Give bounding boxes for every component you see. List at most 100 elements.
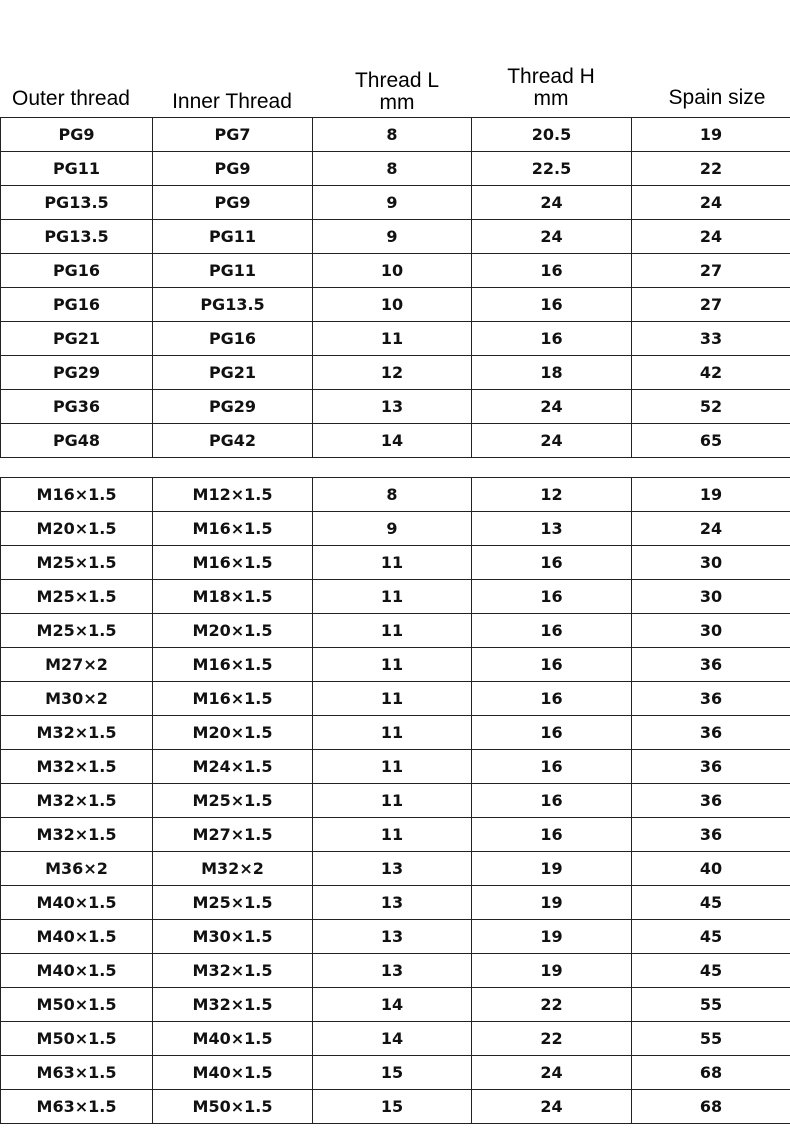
inner-thread-cell: PG11: [152, 253, 313, 288]
thread-l-cell: 8: [312, 477, 472, 512]
table-row: PG11 PG9 8 22.5 22: [0, 151, 790, 186]
thread-l-cell: 13: [312, 885, 472, 920]
thread-l-cell: 13: [312, 389, 472, 424]
thread-h-cell: 16: [471, 681, 632, 716]
thread-h-cell: 24: [471, 1055, 632, 1090]
header-thread-l-line2: mm: [379, 91, 415, 114]
spain-size-cell: 30: [631, 545, 790, 580]
table-row: M40×1.5 M25×1.5 13 19 45: [0, 885, 790, 920]
table-row: PG36 PG29 13 24 52: [0, 389, 790, 424]
outer-thread-cell: PG9: [0, 117, 153, 152]
thread-h-cell: 22: [471, 1021, 632, 1056]
inner-thread-cell: M16×1.5: [152, 511, 313, 546]
thread-l-cell: 15: [312, 1055, 472, 1090]
header-inner-thread: Inner Thread: [172, 90, 292, 113]
outer-thread-cell: PG13.5: [0, 219, 153, 254]
inner-thread-cell: M27×1.5: [152, 817, 313, 852]
thread-l-cell: 11: [312, 545, 472, 580]
table-row: PG16 PG13.5 10 16 27: [0, 287, 790, 322]
table-row: M20×1.5 M16×1.5 9 13 24: [0, 511, 790, 546]
thread-h-cell: 19: [471, 851, 632, 886]
table-row: M32×1.5 M24×1.5 11 16 36: [0, 749, 790, 784]
spain-size-cell: 24: [631, 185, 790, 220]
thread-l-cell: 15: [312, 1089, 472, 1124]
inner-thread-cell: PG21: [152, 355, 313, 390]
thread-h-cell: 19: [471, 919, 632, 954]
table-row: M63×1.5 M50×1.5 15 24 68: [0, 1089, 790, 1124]
inner-thread-cell: M25×1.5: [152, 783, 313, 818]
spain-size-cell: 36: [631, 783, 790, 818]
outer-thread-cell: M36×2: [0, 851, 153, 886]
thread-h-cell: 24: [471, 423, 632, 458]
spain-size-cell: 24: [631, 511, 790, 546]
outer-thread-cell: PG21: [0, 321, 153, 356]
spain-size-cell: 22: [631, 151, 790, 186]
table-row: M16×1.5 M12×1.5 8 12 19: [0, 477, 790, 512]
table-row: M25×1.5 M16×1.5 11 16 30: [0, 545, 790, 580]
thread-h-cell: 19: [471, 885, 632, 920]
thread-h-cell: 24: [471, 389, 632, 424]
inner-thread-cell: M32×1.5: [152, 953, 313, 988]
outer-thread-cell: M30×2: [0, 681, 153, 716]
spain-size-cell: 36: [631, 647, 790, 682]
table-row: M32×1.5 M27×1.5 11 16 36: [0, 817, 790, 852]
outer-thread-cell: M40×1.5: [0, 885, 153, 920]
outer-thread-cell: M63×1.5: [0, 1089, 153, 1124]
outer-thread-cell: M63×1.5: [0, 1055, 153, 1090]
spain-size-cell: 24: [631, 219, 790, 254]
table-row: M30×2 M16×1.5 11 16 36: [0, 681, 790, 716]
table-row: M40×1.5 M30×1.5 13 19 45: [0, 919, 790, 954]
inner-thread-cell: M32×1.5: [152, 987, 313, 1022]
spain-size-cell: 55: [631, 987, 790, 1022]
inner-thread-cell: M16×1.5: [152, 647, 313, 682]
outer-thread-cell: M40×1.5: [0, 919, 153, 954]
spain-size-cell: 52: [631, 389, 790, 424]
thread-h-cell: 18: [471, 355, 632, 390]
thread-h-cell: 20.5: [471, 117, 632, 152]
thread-l-cell: 11: [312, 681, 472, 716]
outer-thread-cell: M32×1.5: [0, 783, 153, 818]
thread-h-cell: 22.5: [471, 151, 632, 186]
inner-thread-cell: M20×1.5: [152, 613, 313, 648]
outer-thread-cell: PG29: [0, 355, 153, 390]
spain-size-cell: 45: [631, 885, 790, 920]
outer-thread-cell: M27×2: [0, 647, 153, 682]
thread-l-cell: 11: [312, 749, 472, 784]
inner-thread-cell: M24×1.5: [152, 749, 313, 784]
spain-size-cell: 36: [631, 817, 790, 852]
spain-size-cell: 45: [631, 953, 790, 988]
spain-size-cell: 45: [631, 919, 790, 954]
outer-thread-cell: M32×1.5: [0, 817, 153, 852]
inner-thread-cell: M20×1.5: [152, 715, 313, 750]
thread-l-cell: 10: [312, 287, 472, 322]
thread-l-cell: 9: [312, 185, 472, 220]
table-row: PG9 PG7 8 20.5 19: [0, 117, 790, 152]
inner-thread-cell: M30×1.5: [152, 919, 313, 954]
thread-l-cell: 11: [312, 647, 472, 682]
table-row: M50×1.5 M32×1.5 14 22 55: [0, 987, 790, 1022]
inner-thread-cell: PG9: [152, 151, 313, 186]
table-row: PG29 PG21 12 18 42: [0, 355, 790, 390]
spain-size-cell: 42: [631, 355, 790, 390]
spain-size-cell: 65: [631, 423, 790, 458]
thread-h-cell: 16: [471, 715, 632, 750]
thread-l-cell: 11: [312, 715, 472, 750]
table-row: PG48 PG42 14 24 65: [0, 423, 790, 458]
spain-size-cell: 30: [631, 579, 790, 614]
thread-h-cell: 16: [471, 613, 632, 648]
thread-h-cell: 16: [471, 253, 632, 288]
outer-thread-cell: M25×1.5: [0, 613, 153, 648]
header-thread-h-line2: mm: [533, 87, 569, 110]
spain-size-cell: 68: [631, 1089, 790, 1124]
table-row: PG16 PG11 10 16 27: [0, 253, 790, 288]
thread-l-cell: 11: [312, 783, 472, 818]
inner-thread-cell: PG9: [152, 185, 313, 220]
thread-l-cell: 13: [312, 851, 472, 886]
thread-l-cell: 14: [312, 987, 472, 1022]
metric-thread-table: M16×1.5 M12×1.5 8 12 19 M20×1.5 M16×1.5 9 13 24 M2…: [0, 477, 790, 1124]
inner-thread-cell: M12×1.5: [152, 477, 313, 512]
inner-thread-cell: PG13.5: [152, 287, 313, 322]
header-outer-thread: Outer thread: [12, 87, 130, 110]
thread-h-cell: 24: [471, 185, 632, 220]
header-thread-l: Thread L mm: [312, 70, 482, 114]
